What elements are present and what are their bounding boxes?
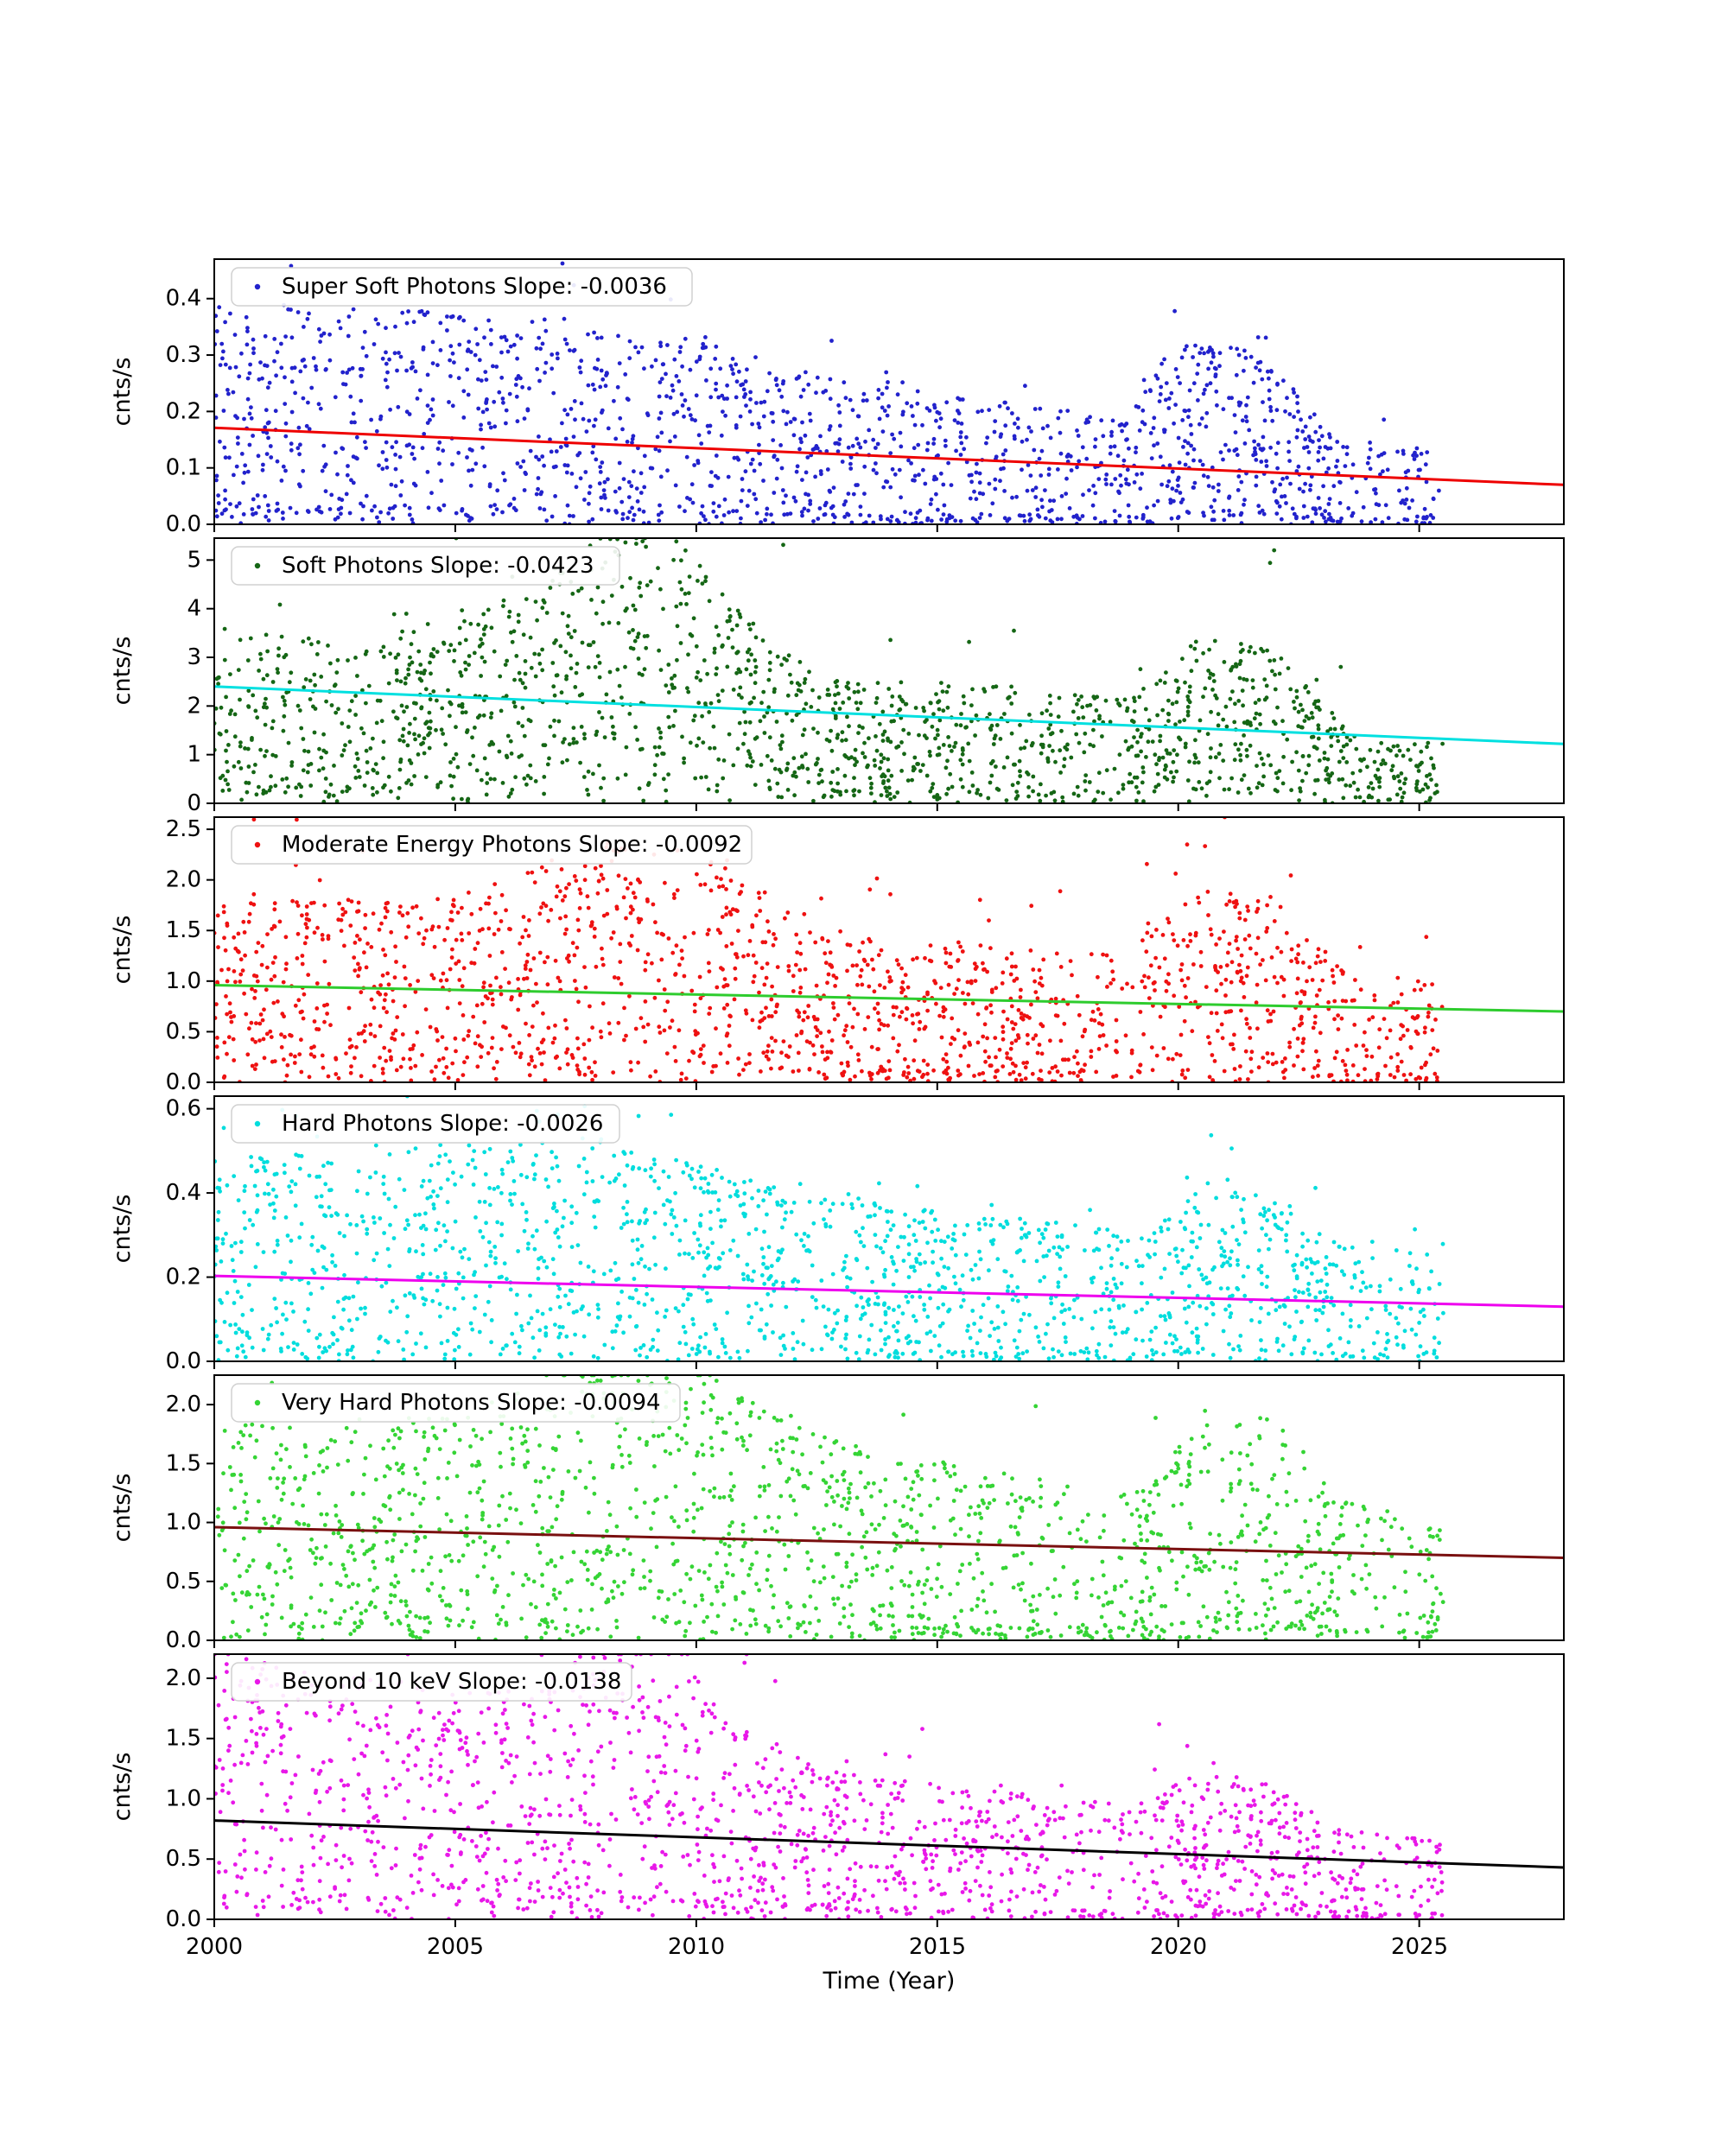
- panel-border: [213, 537, 1565, 804]
- y-tick-label: 1.5: [166, 1726, 201, 1752]
- y-tick-label: 1.0: [166, 1785, 201, 1811]
- legend-marker-icon: [254, 1120, 261, 1127]
- legend-marker-icon: [254, 1678, 261, 1685]
- y-tick-label: 0.0: [166, 1348, 201, 1374]
- trend-line: [214, 1819, 1564, 1869]
- legend-label: Very Hard Photons Slope: -0.0094: [282, 1390, 661, 1416]
- panel-super-soft: 0.0 0.1 0.2 0.3 0.4 Super Soft Photons Slope:…: [166, 258, 1565, 537]
- x-tick-label: 2025: [1391, 1934, 1448, 1960]
- trend-line: [214, 426, 1564, 486]
- x-tick-label: 2005: [427, 1934, 484, 1960]
- y-tick-label: 0.2: [166, 398, 201, 424]
- y-tick-label: 2.0: [166, 1392, 201, 1417]
- y-tick-label: 1.5: [166, 1450, 201, 1476]
- legend-marker-icon: [254, 841, 261, 848]
- x-tick-label: 2015: [909, 1934, 966, 1960]
- y-axis-label: cnts/s: [109, 358, 136, 427]
- legend: Hard Photons Slope: -0.0026: [231, 1104, 620, 1144]
- y-tick-label: 0.0: [166, 1069, 201, 1095]
- legend-box: [231, 546, 620, 586]
- scatter-points: [215, 1375, 1445, 1640]
- y-tick-label: 4: [187, 596, 201, 622]
- scatter-points: [214, 1654, 1445, 1919]
- y-tick-label: 1.0: [166, 1510, 201, 1536]
- y-axis-label: cnts/s: [109, 916, 136, 985]
- y-tick-label: 0.0: [166, 511, 201, 537]
- legend-label: Hard Photons Slope: -0.0026: [282, 1111, 603, 1137]
- y-tick-label: 2.0: [166, 867, 201, 893]
- scatter-points: [214, 538, 1445, 803]
- panel-beyond-10kev: 0.0 0.5 1.0 1.5 2.0 Beyond 10 keV Slope: -0.0…: [166, 1653, 1565, 1932]
- y-tick-label: 2.5: [166, 816, 201, 842]
- y-axis-label: cnts/s: [109, 1753, 136, 1822]
- y-tick-label: 0.5: [166, 1569, 201, 1595]
- y-tick-label: 0.0: [166, 1627, 201, 1653]
- legend-marker-icon: [254, 562, 261, 569]
- y-axis-label: cnts/s: [109, 1195, 136, 1264]
- x-tick-label: 2020: [1150, 1934, 1207, 1960]
- panel-very-hard: 0.0 0.5 1.0 1.5 2.0 Very Hard Photons Slope: …: [166, 1374, 1565, 1653]
- panel-soft: 0 1 2 3 4 5 Soft Photons Slope: -0.0423: [187, 537, 1565, 816]
- panel-border: [213, 816, 1565, 1083]
- legend: Super Soft Photons Slope: -0.0036: [231, 267, 693, 307]
- panel-border: [213, 1374, 1565, 1641]
- y-tick-label: 0.4: [166, 286, 201, 312]
- y-tick-label: 0.5: [166, 1018, 201, 1044]
- y-tick-label: 1.5: [166, 917, 201, 943]
- legend-label: Beyond 10 keV Slope: -0.0138: [282, 1669, 621, 1695]
- x-tick-label: 2000: [186, 1934, 243, 1960]
- panel-border: [213, 1653, 1565, 1920]
- y-tick-label: 0.4: [166, 1180, 201, 1206]
- y-tick-label: 2.0: [166, 1665, 201, 1691]
- y-tick-label: 0.1: [166, 455, 201, 481]
- panel-hard: 0.0 0.2 0.4 0.6 Hard Photons Slope: -0.0026: [166, 1095, 1565, 1374]
- x-tick-label: 2010: [668, 1934, 725, 1960]
- legend: Very Hard Photons Slope: -0.0094: [231, 1383, 681, 1423]
- panels-group: 0.0 0.1 0.2 0.3 0.4 Super Soft Photons Slope:…: [166, 258, 1565, 1932]
- legend-box: [231, 1383, 681, 1423]
- y-tick-label: 5: [187, 547, 201, 573]
- legend: Moderate Energy Photons Slope: -0.0092: [231, 825, 753, 865]
- legend-box: [231, 267, 693, 307]
- legend-box: [231, 1662, 632, 1702]
- legend-label: Soft Photons Slope: -0.0423: [282, 553, 594, 579]
- legend-box: [231, 825, 753, 865]
- y-tick-label: 0.0: [166, 1906, 201, 1932]
- legend: Beyond 10 keV Slope: -0.0138: [231, 1662, 632, 1702]
- y-tick-label: 0.6: [166, 1096, 201, 1122]
- legend-label: Moderate Energy Photons Slope: -0.0092: [282, 832, 742, 858]
- legend-marker-icon: [254, 1399, 261, 1406]
- panel-border: [213, 1095, 1565, 1362]
- y-tick-label: 0.3: [166, 342, 201, 368]
- legend: Soft Photons Slope: -0.0423: [231, 546, 620, 586]
- panel-moderate-energy: 0.0 0.5 1.0 1.5 2.0 2.5 Moderate Energy Photon…: [166, 816, 1565, 1095]
- y-tick-label: 0.2: [166, 1265, 201, 1290]
- x-axis-label: Time (Year): [823, 1968, 956, 1994]
- legend-box: [231, 1104, 620, 1144]
- y-axis-label: cnts/s: [109, 1474, 136, 1543]
- y-tick-label: 0: [187, 790, 201, 816]
- y-tick-label: 1.0: [166, 968, 201, 994]
- y-tick-label: 1: [187, 742, 201, 768]
- trend-line: [214, 1274, 1564, 1309]
- y-tick-label: 3: [187, 644, 201, 670]
- y-axis-label: cnts/s: [109, 637, 136, 706]
- y-tick-label: 2: [187, 693, 201, 719]
- y-tick-label: 0.5: [166, 1846, 201, 1872]
- trend-line: [214, 984, 1564, 1013]
- panel-border: [213, 258, 1565, 525]
- legend-label: Super Soft Photons Slope: -0.0036: [282, 274, 667, 300]
- legend-marker-icon: [254, 283, 261, 290]
- trend-line: [214, 1525, 1564, 1559]
- trend-line: [214, 685, 1564, 745]
